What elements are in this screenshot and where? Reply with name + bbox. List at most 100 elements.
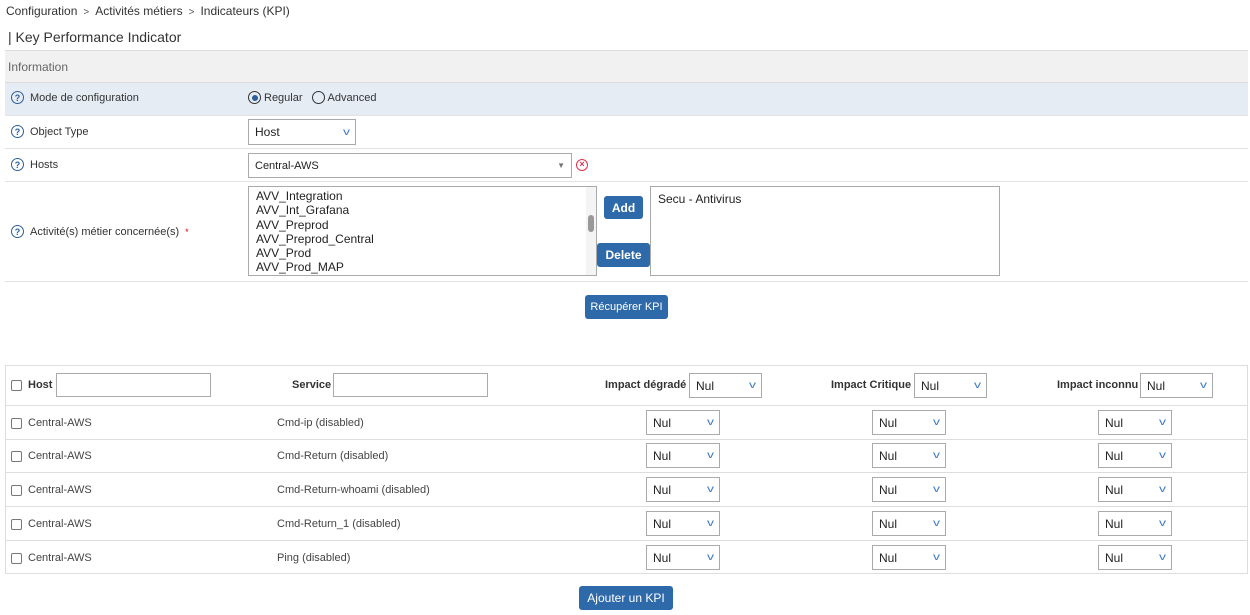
page-title: | Key Performance Indicator [8, 29, 182, 45]
service-cell: Ping (disabled) [277, 552, 351, 564]
select-value: Nul [879, 448, 898, 463]
select-all-checkbox[interactable] [11, 380, 22, 391]
radio-regular[interactable] [248, 91, 261, 104]
chevron-down-icon: v [933, 518, 940, 529]
degraded-select[interactable]: Nul v [646, 511, 720, 536]
chevron-down-icon: v [1159, 484, 1166, 495]
section-header: Information [5, 50, 1248, 83]
critical-select[interactable]: Nul v [872, 443, 946, 468]
unknown-header: Impact inconnu [1057, 379, 1139, 391]
list-item[interactable]: AVV_Int_Grafana [256, 203, 350, 218]
list-item[interactable]: AVV_Prod [256, 246, 312, 261]
service-cell: Cmd-Return_1 (disabled) [277, 518, 401, 530]
selected-activities-list[interactable]: Secu - Antivirus [650, 186, 1000, 276]
delete-button[interactable]: Delete [597, 243, 650, 267]
list-scrollbar[interactable] [586, 187, 596, 275]
chevron-down-icon: v [933, 417, 940, 428]
chevron-down-icon: v [1159, 417, 1166, 428]
critical-all-select[interactable]: Nul v [914, 373, 987, 398]
list-item[interactable]: AVV_Integration [256, 189, 343, 203]
degraded-select[interactable]: Nul v [646, 545, 720, 570]
select-value: Nul [1105, 448, 1124, 463]
unknown-select[interactable]: Nul v [1098, 443, 1172, 468]
unknown-select[interactable]: Nul v [1098, 511, 1172, 536]
chevron-down-icon: v [749, 380, 756, 391]
activities-label: Activité(s) métier concernée(s) [30, 225, 180, 238]
object-type-select[interactable]: Host v [248, 119, 356, 145]
object-type-value: Host [255, 125, 280, 139]
chevron-down-icon: v [1159, 552, 1166, 563]
kpi-table: Host Service Impact dégradé Nul v Impact … [5, 365, 1248, 574]
help-icon[interactable]: ? [11, 225, 24, 238]
list-item[interactable]: AVV_Preprod [256, 217, 329, 232]
degraded-select[interactable]: Nul v [646, 477, 720, 502]
chevron-down-icon: v [933, 552, 940, 563]
list-item[interactable]: AVV_Preprod_Central [256, 231, 374, 246]
row-checkbox[interactable] [11, 418, 22, 429]
select-value: Nul [879, 516, 898, 531]
fetch-kpi-button[interactable]: Récupérer KPI [585, 295, 668, 319]
caret-down-icon: ▼ [557, 161, 565, 170]
chevron-down-icon: v [933, 450, 940, 461]
help-icon[interactable]: ? [11, 91, 24, 104]
host-cell: Central-AWS [28, 450, 92, 462]
row-checkbox[interactable] [11, 519, 22, 530]
hosts-label: Hosts [30, 158, 59, 171]
unknown-all-select[interactable]: Nul v [1140, 373, 1213, 398]
clear-icon[interactable]: × [576, 159, 588, 171]
select-value: Nul [1105, 415, 1124, 430]
row-checkbox[interactable] [11, 485, 22, 496]
chevron-down-icon: v [707, 417, 714, 428]
host-cell: Central-AWS [28, 417, 92, 429]
radio-advanced[interactable] [311, 91, 325, 104]
critical-select[interactable]: Nul v [872, 410, 946, 435]
critical-select[interactable]: Nul v [872, 477, 946, 502]
degraded-header: Impact dégradé [605, 379, 687, 391]
host-header: Host [28, 379, 53, 391]
degraded-all-select[interactable]: Nul v [689, 373, 762, 398]
critical-header: Impact Critique [831, 379, 912, 391]
critical-select[interactable]: Nul v [872, 545, 946, 570]
chevron-down-icon: v [974, 380, 981, 391]
chevron-down-icon: v [707, 484, 714, 495]
add-kpi-button[interactable]: Ajouter un KPI [579, 586, 673, 610]
degraded-select[interactable]: Nul v [646, 443, 720, 468]
select-value: Nul [1105, 482, 1124, 497]
help-icon[interactable]: ? [11, 158, 24, 171]
host-filter-input[interactable] [56, 373, 211, 397]
breadcrumb-activites[interactable]: Activités métiers [95, 4, 183, 18]
degraded-select[interactable]: Nul v [646, 410, 720, 435]
available-activities-list[interactable]: AVV_Integration AVV_Int_Grafana AVV_Prep… [248, 186, 597, 276]
critical-select[interactable]: Nul v [872, 511, 946, 536]
radio-advanced-label[interactable]: Advanced [327, 91, 377, 104]
chevron-down-icon: v [1159, 450, 1166, 461]
scrollbar-thumb[interactable] [588, 215, 594, 232]
chevron-down-icon: v [1200, 380, 1207, 391]
mode-label: Mode de configuration [30, 91, 139, 104]
hosts-select[interactable]: Central-AWS ▼ [248, 153, 572, 178]
chevron-down-icon: v [707, 518, 714, 529]
service-filter-input[interactable] [333, 373, 488, 397]
list-item[interactable]: AVV_Prod_MAP [256, 260, 344, 275]
select-value: Nul [653, 482, 672, 497]
row-checkbox[interactable] [11, 553, 22, 564]
unknown-select[interactable]: Nul v [1098, 410, 1172, 435]
unknown-select[interactable]: Nul v [1098, 477, 1172, 502]
help-icon[interactable]: ? [11, 125, 24, 138]
row-checkbox[interactable] [11, 451, 22, 462]
select-value: Nul [879, 482, 898, 497]
breadcrumb: Configuration > Activités métiers > Indicate… [6, 4, 290, 18]
radio-regular-label[interactable]: Regular [264, 91, 303, 104]
list-item[interactable]: Secu - Antivirus [658, 192, 742, 206]
unknown-select[interactable]: Nul v [1098, 545, 1172, 570]
table-row: Central-AWS Cmd-ip (disabled) Nul v Nul v Nu… [6, 406, 1247, 440]
service-cell: Cmd-Return (disabled) [277, 450, 389, 462]
select-value: Nul [653, 516, 672, 531]
breadcrumb-kpi[interactable]: Indicateurs (KPI) [200, 4, 290, 18]
add-button[interactable]: Add [604, 196, 643, 219]
chevron-down-icon: v [343, 126, 350, 138]
select-value: Nul [1147, 378, 1166, 393]
chevron-down-icon: v [707, 450, 714, 461]
host-cell: Central-AWS [28, 552, 92, 564]
breadcrumb-configuration[interactable]: Configuration [6, 4, 78, 18]
